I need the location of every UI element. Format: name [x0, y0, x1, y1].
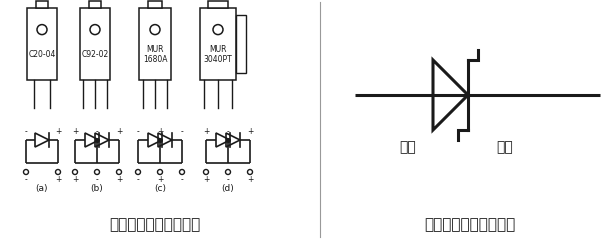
Text: -: - [95, 127, 99, 136]
Bar [200, 8, 236, 80]
Bar [36, 1, 48, 8]
Text: +: + [203, 175, 209, 185]
Text: C20-04: C20-04 [28, 50, 55, 59]
Text: -: - [227, 175, 229, 185]
Text: +: + [157, 175, 163, 185]
Text: 阴极: 阴极 [496, 140, 513, 154]
Text: +: + [247, 127, 253, 136]
Bar [27, 8, 57, 80]
Text: +: + [247, 175, 253, 185]
Text: C92-02: C92-02 [81, 50, 108, 59]
Text: (c): (c) [154, 184, 166, 192]
Text: 阳极: 阳极 [400, 140, 416, 154]
Text: -: - [227, 127, 229, 136]
Text: +: + [55, 175, 61, 185]
Text: +: + [72, 175, 78, 185]
Text: -: - [25, 175, 27, 185]
Text: -: - [95, 175, 99, 185]
Text: +: + [203, 127, 209, 136]
Text: -: - [137, 175, 139, 185]
Text: (b): (b) [91, 184, 103, 192]
Bar [139, 8, 171, 80]
Text: -: - [180, 175, 184, 185]
Text: 快恢复二极管电路符号: 快恢复二极管电路符号 [110, 217, 201, 233]
Bar [236, 15, 246, 73]
Bar [80, 8, 110, 80]
Text: -: - [137, 127, 139, 136]
Text: +: + [116, 127, 122, 136]
Text: -: - [180, 127, 184, 136]
Text: +: + [55, 127, 61, 136]
Bar [89, 1, 101, 8]
Text: (d): (d) [222, 184, 234, 192]
Text: MUR
1680A: MUR 1680A [143, 45, 168, 65]
Text: (a): (a) [36, 184, 48, 192]
Text: +: + [72, 127, 78, 136]
Text: +: + [116, 175, 122, 185]
Text: +: + [157, 127, 163, 136]
Bar [148, 1, 162, 8]
Text: 肖特基二极管电路符号: 肖特基二极管电路符号 [424, 217, 516, 233]
Text: MUR
3040PT: MUR 3040PT [204, 45, 232, 65]
Bar [208, 1, 228, 8]
Text: -: - [25, 127, 27, 136]
